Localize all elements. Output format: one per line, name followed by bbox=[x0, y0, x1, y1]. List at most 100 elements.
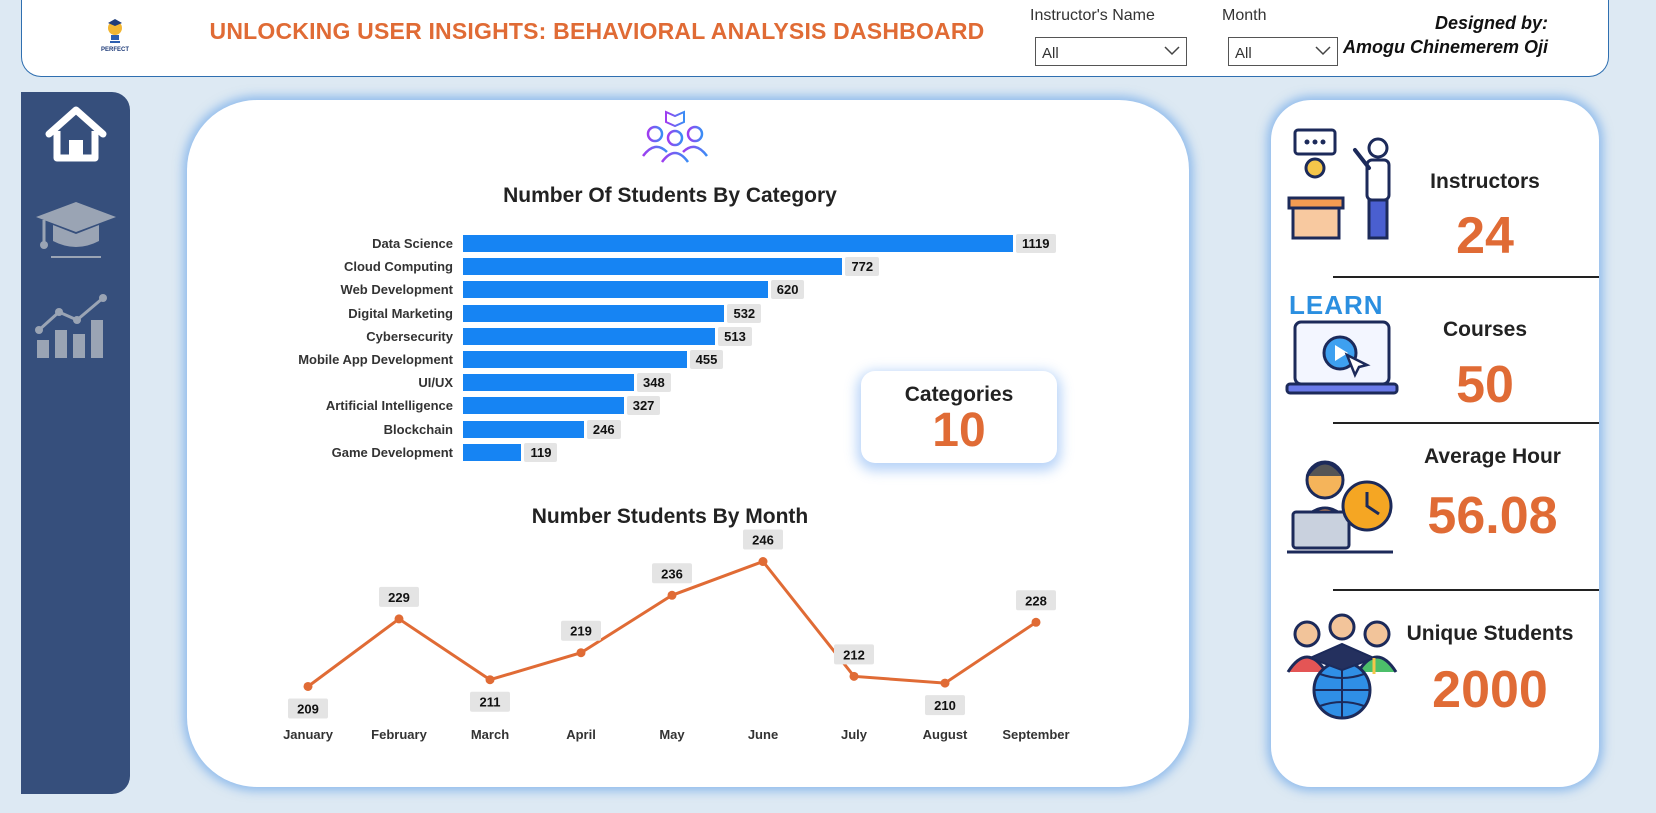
svg-text:209: 209 bbox=[297, 701, 319, 716]
svg-text:211: 211 bbox=[480, 695, 501, 710]
data-label: 246 bbox=[743, 529, 783, 550]
designed-by: Designed by: Amogu Chinemerem Oji bbox=[1343, 11, 1548, 59]
svg-text:210: 210 bbox=[934, 698, 956, 713]
bar[interactable] bbox=[463, 327, 716, 345]
company-logo: PERFECT bbox=[90, 18, 140, 60]
header-bar: PERFECT UNLOCKING USER INSIGHTS: BEHAVIO… bbox=[21, 0, 1609, 77]
x-tick-label: April bbox=[566, 727, 596, 742]
growth-chart-icon bbox=[35, 294, 107, 358]
bar-category-label: Game Development bbox=[331, 444, 453, 460]
bar-category-label: Mobile App Development bbox=[298, 352, 453, 367]
month-chart-title: Number Students By Month bbox=[531, 505, 809, 528]
data-point[interactable] bbox=[667, 590, 677, 600]
bar-category-label: Cloud Computing bbox=[343, 259, 453, 275]
categories-label: Categories bbox=[904, 383, 1014, 406]
data-label: 210 bbox=[925, 695, 965, 716]
month-filter-dropdown[interactable]: All bbox=[1228, 37, 1338, 66]
data-point[interactable] bbox=[394, 614, 404, 624]
x-tick-label: May bbox=[659, 727, 685, 742]
x-tick-label: March bbox=[471, 727, 509, 742]
kpi-unique-students-value: 2000 bbox=[1432, 661, 1548, 719]
home-icon bbox=[45, 106, 107, 162]
sidebar bbox=[21, 92, 130, 794]
nav-analytics-button[interactable] bbox=[31, 290, 121, 370]
learn-laptop-icon: LEARN bbox=[1285, 290, 1399, 395]
bar-category-label: Web Development bbox=[340, 282, 453, 298]
data-label: 229 bbox=[379, 586, 419, 607]
data-label: 219 bbox=[561, 620, 601, 641]
bar-value-label: 348 bbox=[637, 373, 671, 393]
instructor-filter-dropdown[interactable]: All bbox=[1035, 37, 1187, 66]
bar-value-label: 620 bbox=[770, 280, 805, 300]
bar-value-label: 532 bbox=[727, 303, 762, 323]
bar-value-label: 772 bbox=[845, 257, 880, 277]
graduation-cap-icon bbox=[36, 202, 116, 258]
svg-text:228: 228 bbox=[1025, 593, 1047, 608]
data-point[interactable] bbox=[940, 678, 950, 688]
x-tick-label: June bbox=[748, 727, 778, 742]
bar-value-label: 455 bbox=[689, 350, 724, 369]
bar-category-label: Cybersecurity bbox=[366, 328, 453, 344]
instructor-icon bbox=[1287, 128, 1391, 240]
kpi-divider bbox=[1333, 422, 1599, 424]
month-filter-value: All bbox=[1235, 45, 1252, 62]
bar[interactable] bbox=[463, 374, 635, 392]
svg-text:219: 219 bbox=[570, 624, 592, 639]
instructor-filter-value: All bbox=[1042, 45, 1059, 62]
kpi-instructors-label: Instructors bbox=[1430, 170, 1540, 193]
x-tick-label: July bbox=[841, 727, 868, 742]
logo-text: PERFECT bbox=[100, 47, 129, 53]
bar-value-label: 513 bbox=[718, 326, 752, 346]
data-point[interactable] bbox=[576, 648, 586, 658]
bar-category-label: Data Science bbox=[372, 236, 453, 251]
data-label: 211 bbox=[470, 691, 510, 712]
data-label: 236 bbox=[652, 563, 692, 584]
bar-category-label: Artificial Intelligence bbox=[325, 398, 453, 414]
data-label: 212 bbox=[834, 644, 874, 665]
svg-text:LEARN: LEARN bbox=[1289, 290, 1384, 320]
categories-value: 10 bbox=[932, 404, 986, 457]
data-point[interactable] bbox=[849, 671, 859, 681]
bar-value-label: 327 bbox=[626, 396, 661, 416]
x-tick-label: August bbox=[923, 727, 968, 742]
students-globe-icon bbox=[1286, 613, 1398, 720]
data-point[interactable] bbox=[758, 557, 768, 567]
bar[interactable] bbox=[463, 397, 624, 415]
month-filter-label: Month bbox=[1222, 7, 1267, 24]
bar[interactable] bbox=[463, 443, 522, 461]
kpi-instructors-value: 24 bbox=[1456, 207, 1514, 265]
x-tick-label: September bbox=[1002, 727, 1069, 742]
dashboard-title: UNLOCKING USER INSIGHTS: BEHAVIORAL ANAL… bbox=[209, 18, 985, 44]
kpi-courses-label: Courses bbox=[1442, 318, 1528, 341]
bar-category-label: UI/UX bbox=[418, 375, 453, 391]
bar[interactable] bbox=[463, 235, 1013, 252]
data-label: 209 bbox=[288, 698, 328, 719]
bar[interactable] bbox=[463, 351, 687, 368]
kpi-unique-students-label: Unique Students bbox=[1406, 622, 1574, 645]
students-reading-icon bbox=[642, 110, 708, 163]
kpi-courses-value: 50 bbox=[1456, 356, 1514, 414]
bar[interactable] bbox=[463, 304, 725, 322]
bar[interactable] bbox=[463, 258, 843, 276]
bar-value-label: 246 bbox=[586, 419, 621, 439]
data-point[interactable] bbox=[485, 675, 495, 685]
svg-text:236: 236 bbox=[661, 566, 683, 581]
bar-value-label: 1119 bbox=[1016, 234, 1056, 253]
chevron-down-icon bbox=[1164, 46, 1180, 56]
instructor-filter-label: Instructor's Name bbox=[1030, 7, 1155, 24]
kpi-divider bbox=[1333, 589, 1599, 591]
data-point[interactable] bbox=[303, 681, 313, 691]
svg-text:229: 229 bbox=[388, 590, 410, 605]
svg-text:212: 212 bbox=[843, 647, 865, 662]
svg-text:246: 246 bbox=[752, 533, 774, 548]
nav-courses-button[interactable] bbox=[31, 197, 121, 277]
student-clock-icon bbox=[1287, 460, 1393, 554]
bar[interactable] bbox=[463, 281, 768, 299]
categories-card: Categories 10 bbox=[861, 371, 1057, 463]
data-point[interactable] bbox=[1031, 617, 1041, 627]
kpi-average-hour-value: 56.08 bbox=[1427, 487, 1558, 545]
bar[interactable] bbox=[463, 420, 584, 438]
nav-home-button[interactable] bbox=[31, 104, 121, 184]
kpi-divider bbox=[1333, 276, 1599, 278]
